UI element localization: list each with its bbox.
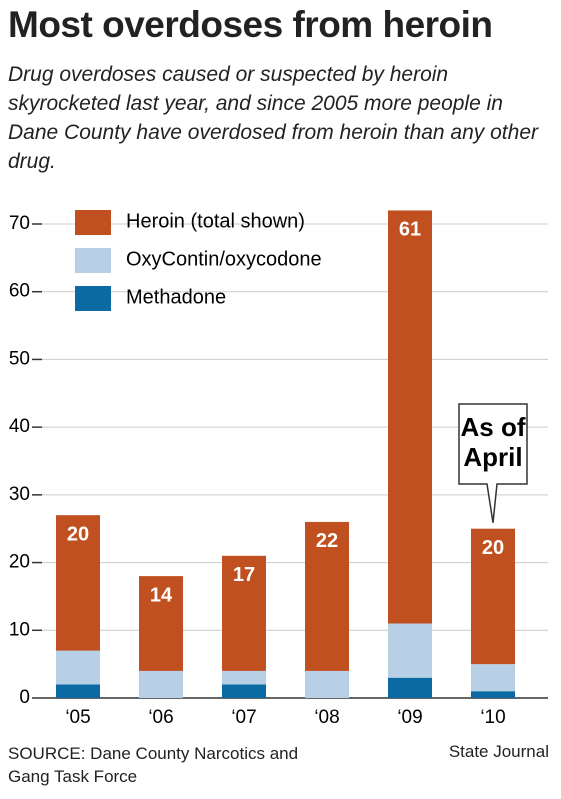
bar-segment [139, 670, 183, 698]
legend-label: OxyContin/oxycodone [126, 248, 322, 270]
y-tick-label: 30 [9, 484, 30, 505]
x-tick-label: ‘06 [148, 707, 173, 728]
legend-label: Methadone [126, 286, 226, 308]
bar-segment [56, 515, 100, 651]
bar-segment [471, 528, 515, 665]
y-tick-label: 0 [19, 687, 30, 708]
y-tick-label: 20 [9, 552, 30, 573]
x-tick-label: ‘10 [480, 707, 505, 728]
chart: 0 10 20 30 40 50 60 70 ‘05 20 ‘06 14 ‘07 17 ‘08 22 ‘09 61… [9, 210, 548, 728]
y-tick-label: 40 [9, 416, 30, 437]
bar-segment [305, 521, 349, 671]
x-tick-label: ‘05 [65, 707, 90, 728]
annotation: As of [461, 412, 526, 442]
bar-segment [471, 691, 515, 698]
bar-segment [139, 576, 183, 671]
data-label: 17 [233, 564, 255, 586]
x-tick-label: ‘09 [397, 707, 422, 728]
y-tick-label: 50 [9, 348, 30, 369]
bar-segment [305, 670, 349, 698]
chart-subtitle: Drug overdoses caused or suspected by he… [8, 63, 538, 173]
annotation: April [463, 442, 522, 472]
source-note: SOURCE: Dane County Narcotics and Gang T… [8, 744, 299, 786]
data-label: 22 [316, 530, 338, 552]
data-label: 20 [482, 537, 504, 559]
data-label: 20 [67, 523, 89, 545]
data-label: 61 [399, 219, 421, 241]
bar-segment [222, 684, 266, 698]
legend-label: Heroin (total shown) [126, 210, 305, 232]
y-tick-label: 10 [9, 619, 30, 640]
legend-swatch [75, 210, 111, 235]
annotation-box [458, 403, 528, 523]
legend-swatch [75, 286, 111, 311]
y-tick-label: 70 [9, 213, 30, 234]
bar-segment [56, 684, 100, 698]
bar-segment [388, 677, 432, 698]
x-tick-label: ‘07 [231, 707, 256, 728]
bar-segment [56, 650, 100, 685]
bar-segment [222, 555, 266, 671]
bar-segment [388, 623, 432, 678]
bar-segment [471, 664, 515, 692]
data-label: 14 [150, 584, 173, 606]
bar-segment [222, 670, 266, 685]
credit: State Journal [448, 742, 549, 761]
x-tick-label: ‘08 [314, 707, 339, 728]
bar-segment [388, 210, 432, 624]
chart-title: Most overdoses from heroin [8, 4, 493, 45]
legend-swatch [75, 248, 111, 273]
y-tick-label: 60 [9, 281, 30, 302]
